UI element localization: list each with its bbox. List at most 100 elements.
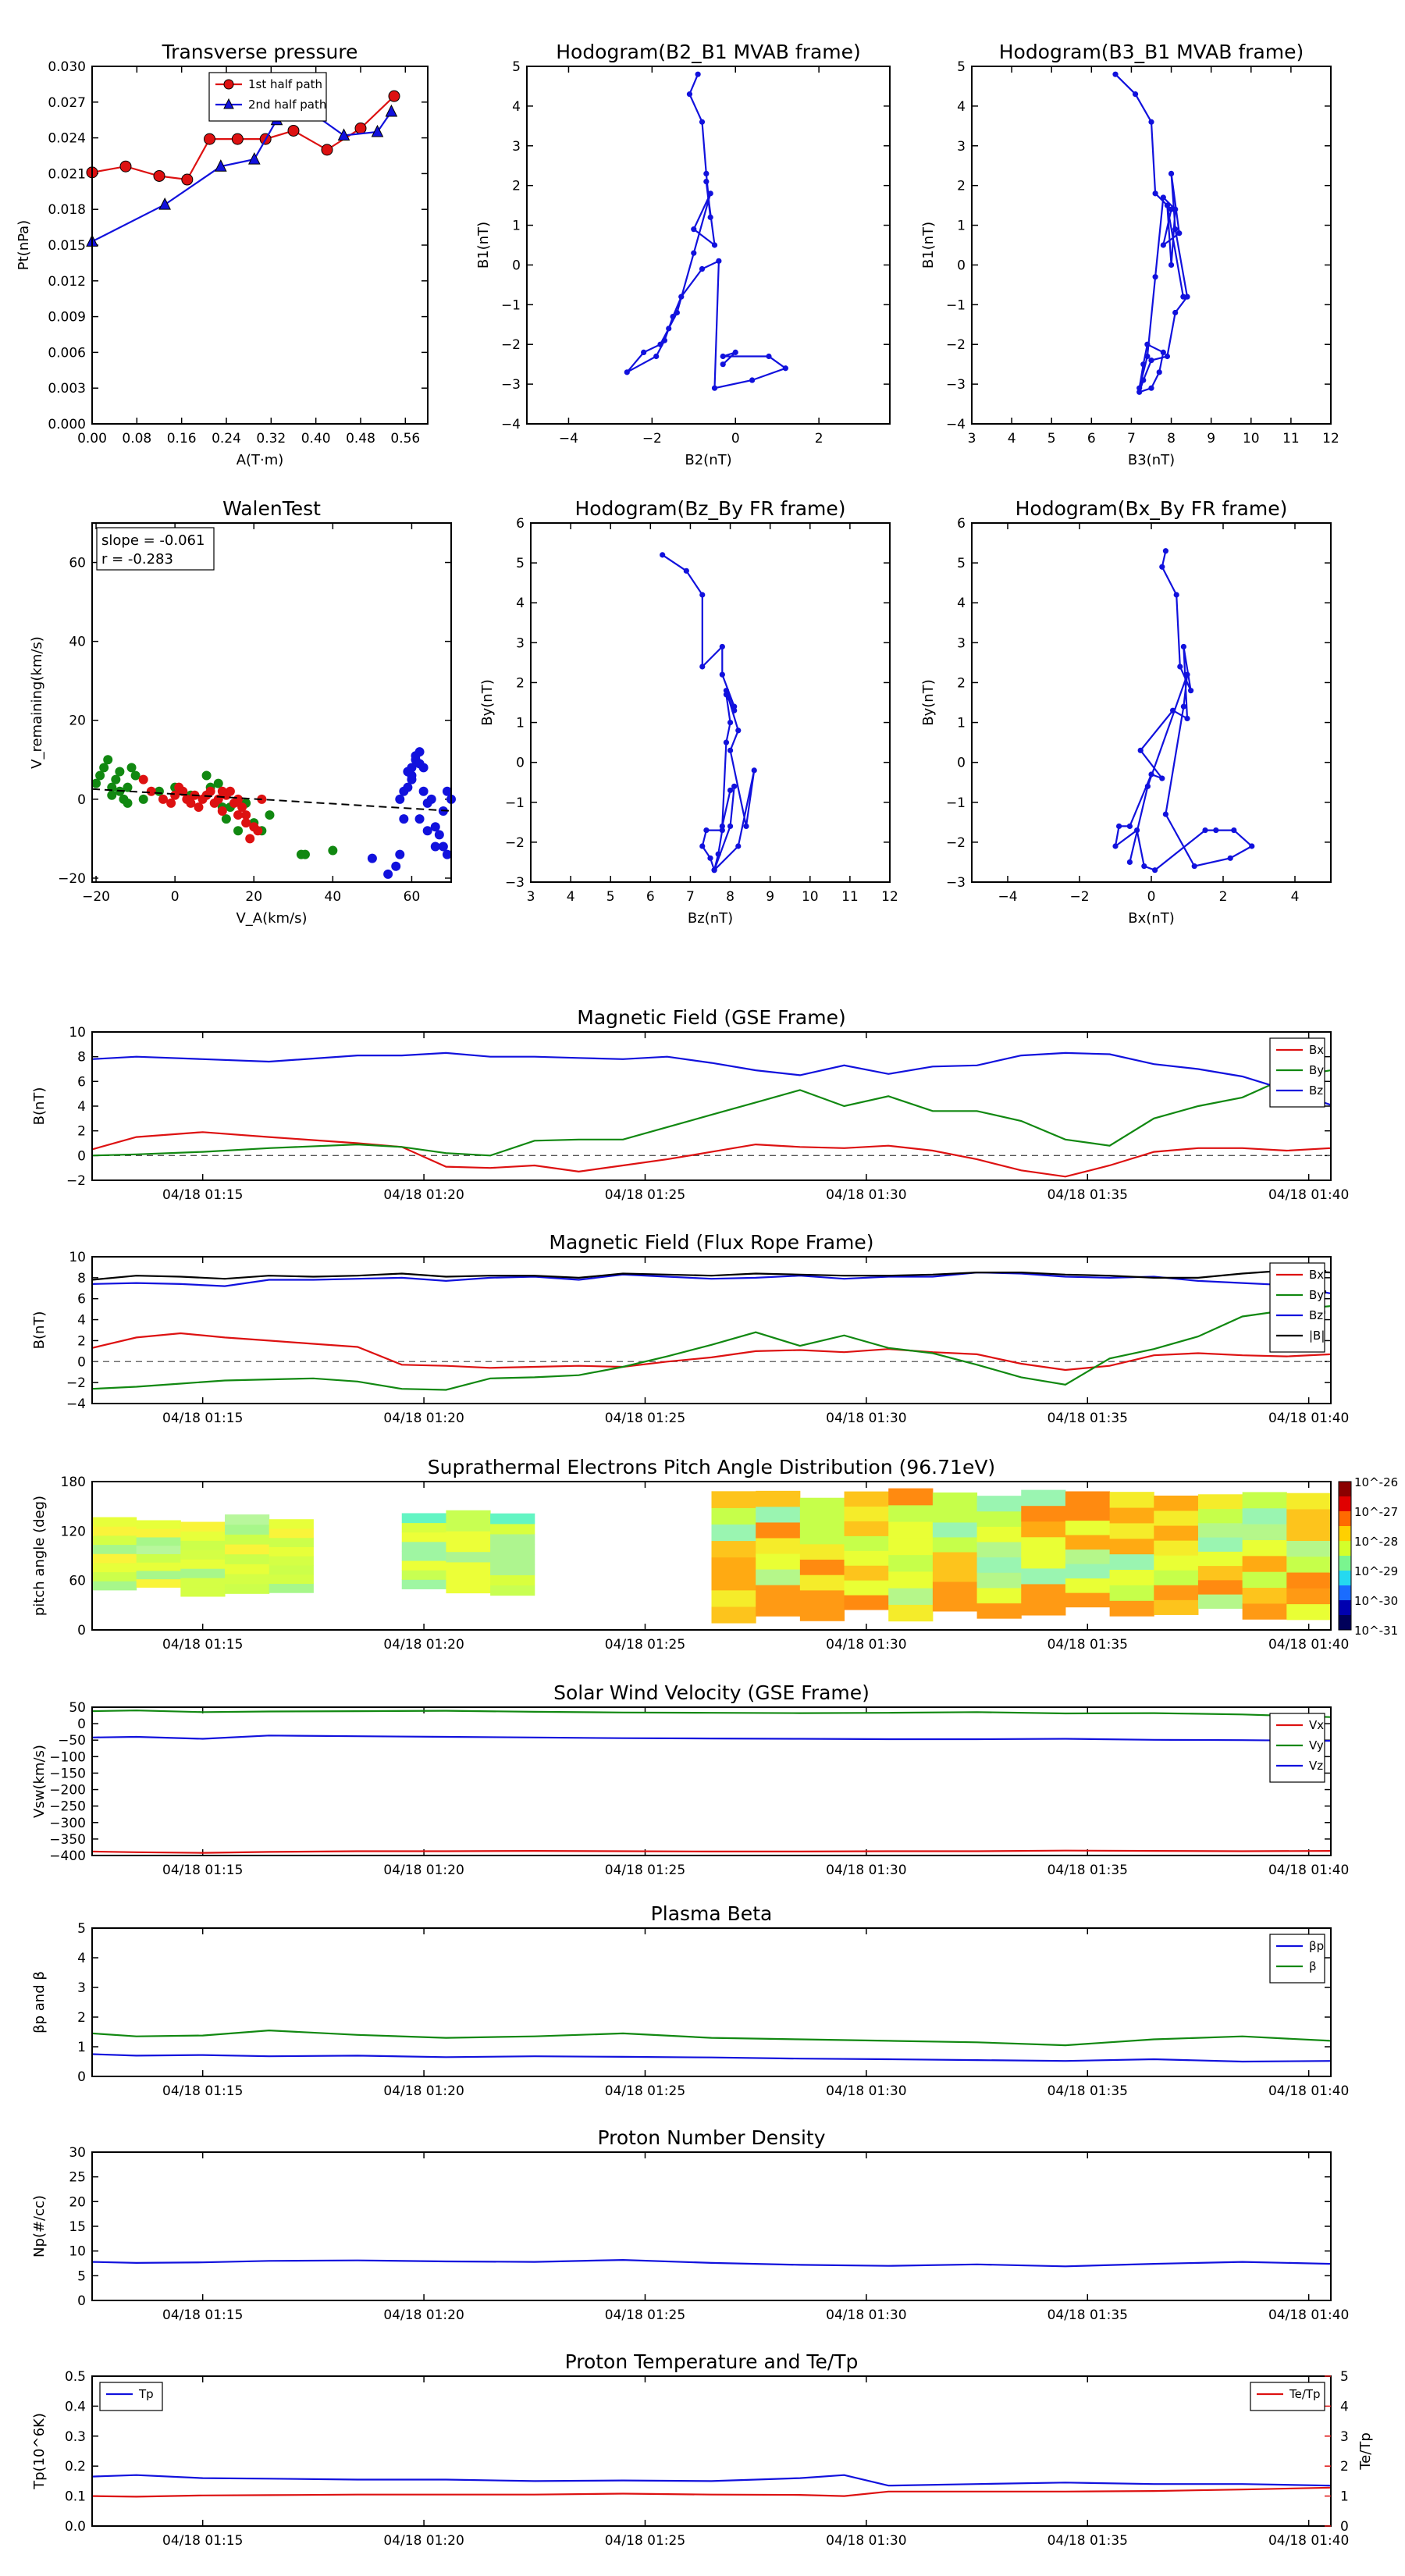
series-line	[662, 553, 756, 873]
data-point	[1162, 548, 1168, 554]
heatmap-cell	[1109, 1492, 1154, 1508]
y-tick-label: 0	[77, 2293, 86, 2309]
legend-label: 1st half path	[248, 77, 322, 91]
y2-tick-label: 4	[1340, 2399, 1349, 2414]
data-point	[1144, 783, 1151, 789]
data-point	[719, 823, 725, 830]
data-point	[715, 851, 721, 857]
data-point	[699, 664, 706, 670]
colorbar-segment	[1339, 1482, 1351, 1497]
data-point	[674, 309, 681, 316]
data-point	[385, 104, 398, 117]
x-tick-label: 0	[1147, 889, 1156, 905]
chart-sw: Solar Wind Velocity (GSE Frame) 04/18 01:…	[31, 1681, 1349, 1878]
data-point	[1172, 309, 1179, 316]
y-tick-label: 0.021	[48, 166, 86, 182]
heatmap-cell	[1109, 1600, 1154, 1617]
data-point	[367, 853, 377, 863]
legend-label: 2nd half path	[248, 98, 326, 112]
data-point	[1141, 863, 1147, 870]
data-point	[1126, 859, 1133, 866]
chart-h2: Hodogram(B3_B1 MVAB frame)3 4 5 6 7 8 9 10 11 12−…	[920, 41, 1339, 468]
y-tick-label: −400	[49, 1848, 86, 1864]
data-point	[735, 843, 742, 849]
data-point	[233, 810, 244, 820]
data-point	[1160, 242, 1166, 248]
heatmap-cell	[711, 1589, 756, 1607]
y-tick-label: 0.015	[48, 238, 86, 254]
y-tick-label: 4	[516, 596, 525, 611]
heatmap-cell	[756, 1506, 801, 1523]
y2-tick-label: 2	[1340, 2459, 1349, 2475]
data-point	[158, 197, 171, 210]
data-point	[403, 767, 413, 777]
x-tick-label: 04/18 01:25	[605, 2307, 685, 2323]
heatmap-cell	[888, 1571, 934, 1589]
data-point	[691, 250, 697, 256]
heatmap-cell	[1197, 1594, 1243, 1609]
x-tick-label: 04/18 01:20	[383, 2083, 464, 2099]
y-tick-label: −100	[49, 1749, 86, 1765]
x-tick-label: 04/18 01:30	[826, 2533, 906, 2549]
chart-title: Hodogram(Bx_By FR frame)	[1016, 497, 1288, 520]
data-point	[91, 778, 101, 788]
heatmap-cell	[1197, 1551, 1243, 1567]
data-point	[731, 707, 738, 713]
x-tick-label: 0.16	[167, 431, 197, 447]
data-point	[1168, 206, 1175, 212]
series-line	[626, 73, 788, 390]
data-point	[225, 786, 235, 796]
y-tick-label: 25	[69, 2170, 86, 2186]
x-tick-label: 04/18 01:15	[162, 2533, 243, 2549]
heatmap-cell	[844, 1506, 889, 1521]
x-tick-label: 04/18 01:40	[1268, 1411, 1349, 1426]
data-point	[723, 692, 730, 698]
x-tick-label: 8	[1167, 431, 1176, 447]
data-point	[418, 763, 429, 773]
heatmap-cell	[976, 1542, 1022, 1558]
y-tick-label: 0	[957, 756, 966, 771]
heatmap-cell	[1065, 1535, 1111, 1550]
annotation-text: slope = -0.061	[101, 532, 205, 549]
x-tick-label: 8	[726, 889, 735, 905]
heatmap-cell	[976, 1510, 1022, 1527]
data-point	[217, 786, 227, 796]
y-tick-label: 3	[77, 1980, 86, 1996]
x-tick-label: 9	[766, 889, 774, 905]
chart-title: Suprathermal Electrons Pitch Angle Distr…	[428, 1456, 995, 1478]
y-tick-label: 3	[512, 139, 521, 155]
x-tick-label: 04/18 01:20	[383, 1411, 464, 1426]
heatmap-cell	[92, 1571, 137, 1582]
chart-title: Proton Number Density	[598, 2126, 826, 2149]
data-point	[1148, 119, 1154, 125]
y-axis-label: Vsw(km/s)	[31, 1745, 48, 1818]
heatmap-cell	[225, 1574, 270, 1585]
data-point	[1172, 226, 1179, 233]
heatmap-cell	[799, 1589, 845, 1606]
y-tick-label: −2	[66, 1375, 86, 1391]
y-tick-label: −2	[946, 835, 966, 851]
heatmap-cell	[888, 1504, 934, 1522]
x-tick-label: 04/18 01:35	[1048, 2307, 1128, 2323]
data-point	[204, 133, 215, 145]
x-tick-label: 2	[1219, 889, 1228, 905]
legend-label: Bx'	[1309, 1268, 1327, 1282]
data-point	[1164, 202, 1171, 208]
heatmap-cell	[136, 1528, 181, 1538]
heatmap-cell	[225, 1534, 270, 1545]
data-point	[691, 226, 697, 233]
data-point	[711, 242, 718, 248]
x-tick-label: −2	[642, 431, 662, 447]
x-tick-label: 04/18 01:15	[162, 2307, 243, 2323]
heatmap-cell	[1154, 1585, 1199, 1600]
data-point	[265, 810, 275, 820]
heatmap-cell	[799, 1559, 845, 1575]
y-axis-label: βp and β	[31, 1971, 48, 2033]
data-point	[418, 786, 429, 796]
legend-label: Bz	[1309, 1083, 1323, 1098]
data-point	[217, 806, 227, 817]
heatmap-cell	[136, 1562, 181, 1571]
heatmap-cell	[180, 1559, 226, 1569]
heatmap-cell	[446, 1520, 491, 1532]
